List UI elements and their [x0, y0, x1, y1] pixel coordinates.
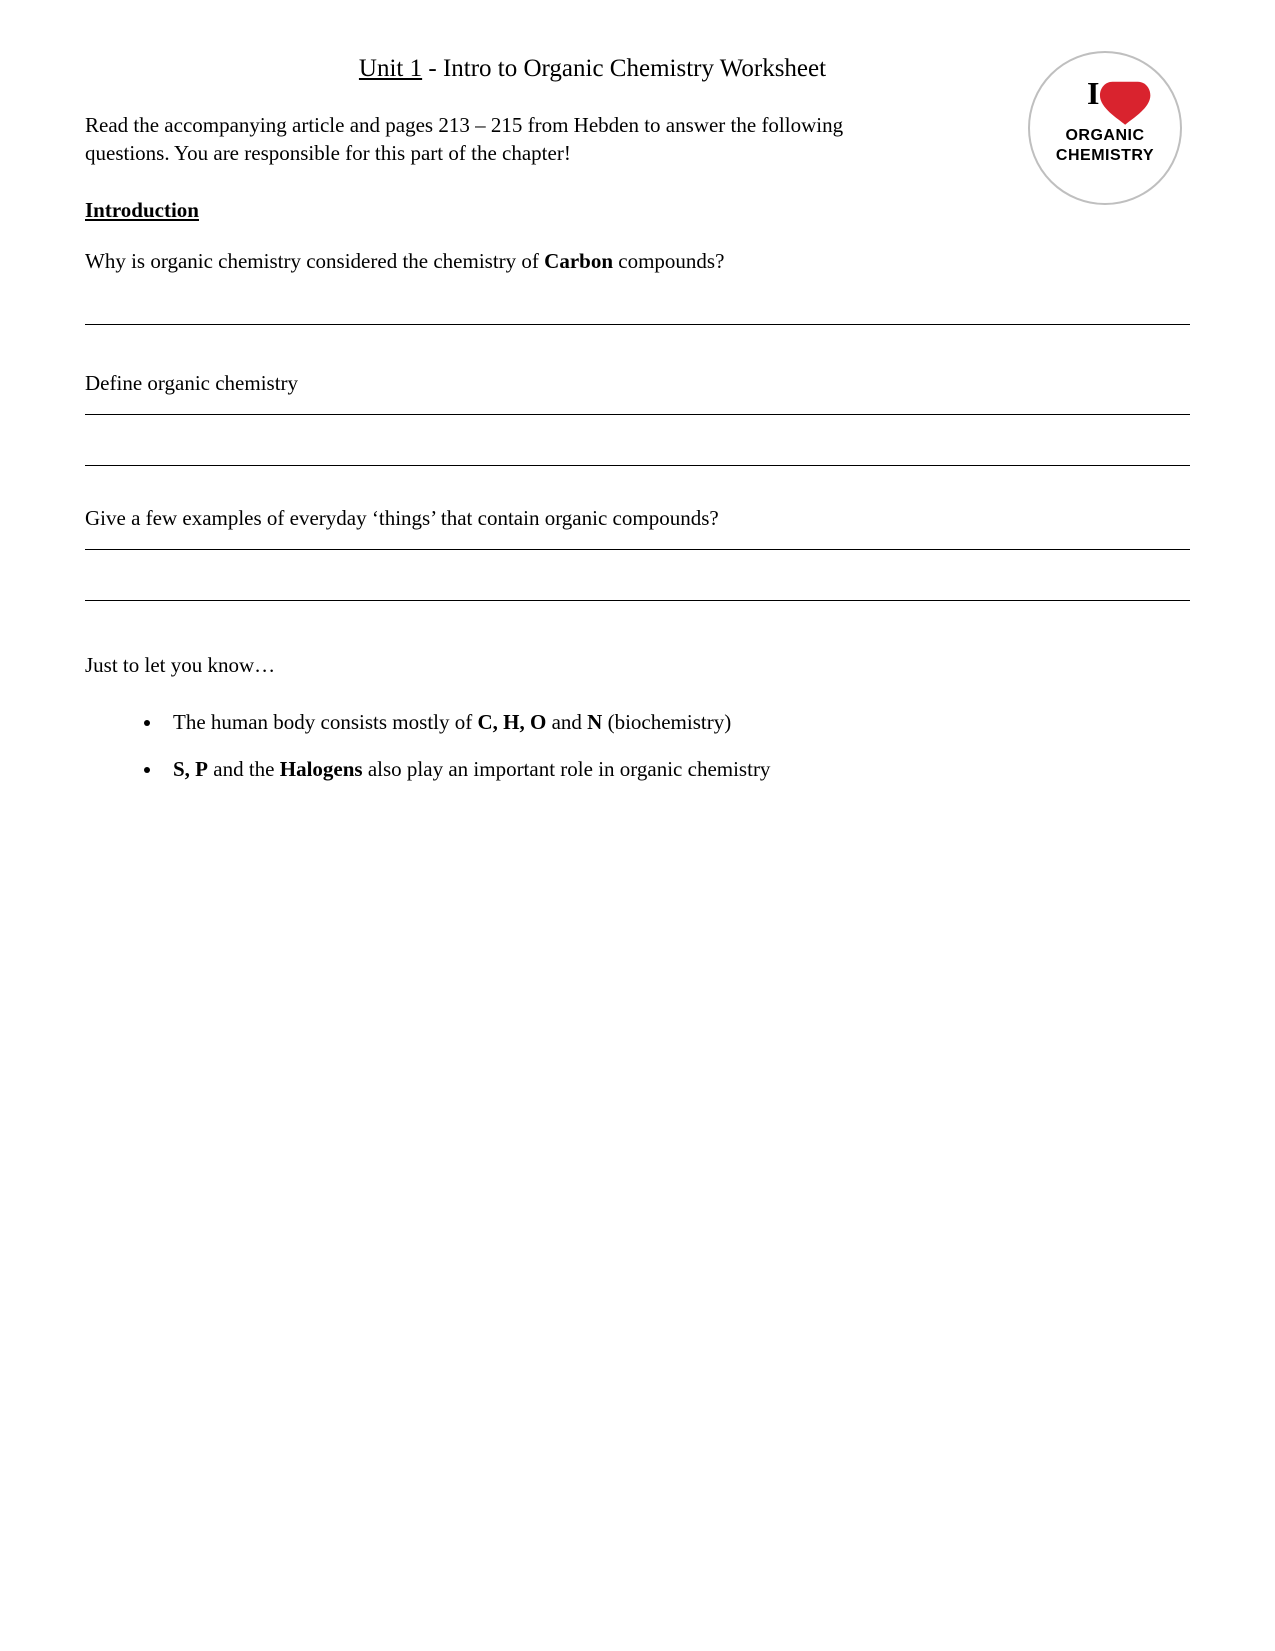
answer-line: [85, 324, 1190, 325]
spacer: [85, 472, 1190, 492]
fact-list: The human body consists mostly of C, H, …: [163, 708, 1190, 785]
intro-paragraph: Read the accompanying article and pages …: [85, 111, 865, 168]
bullet2-b: and the: [208, 757, 280, 781]
spacer: [85, 331, 1190, 371]
badge-svg: I ORGANIC CHEMISTRY: [1025, 48, 1185, 208]
bullet1-e: (biochemistry): [602, 710, 731, 734]
badge-line3: CHEMISTRY: [1056, 147, 1154, 164]
bullet1-b: C, H, O: [477, 710, 546, 734]
bullet2-d: also play an important role in organic c…: [363, 757, 771, 781]
question-3: Give a few examples of everyday ‘things’…: [85, 506, 1190, 531]
answer-line: [85, 414, 1190, 415]
badge-i-text: I: [1087, 75, 1099, 111]
bullet2-a: S, P: [173, 757, 208, 781]
badge-line2: ORGANIC: [1065, 127, 1144, 144]
bullet1-a: The human body consists mostly of: [173, 710, 477, 734]
bullet2-c: Halogens: [280, 757, 363, 781]
q1-bold: Carbon: [544, 249, 613, 273]
q1-after: compounds?: [613, 249, 724, 273]
worksheet-page: I ORGANIC CHEMISTRY Unit 1 - Intro to Or…: [0, 0, 1275, 784]
list-item: S, P and the Halogens also play an impor…: [163, 755, 1190, 784]
bullet1-c: and: [546, 710, 587, 734]
answer-line: [85, 600, 1190, 601]
title-rest: - Intro to Organic Chemistry Worksheet: [422, 55, 826, 82]
answer-line: [85, 549, 1190, 550]
list-item: The human body consists mostly of C, H, …: [163, 708, 1190, 737]
title-unit: Unit 1: [359, 55, 422, 82]
answer-line: [85, 465, 1190, 466]
spacer: [85, 607, 1190, 647]
question-2: Define organic chemistry: [85, 371, 1190, 396]
i-love-organic-chemistry-badge: I ORGANIC CHEMISTRY: [1025, 48, 1185, 208]
lead-in-text: Just to let you know…: [85, 653, 1190, 678]
question-1: Why is organic chemistry considered the …: [85, 249, 1190, 274]
q1-before: Why is organic chemistry considered the …: [85, 249, 544, 273]
bullet1-d: N: [587, 710, 602, 734]
